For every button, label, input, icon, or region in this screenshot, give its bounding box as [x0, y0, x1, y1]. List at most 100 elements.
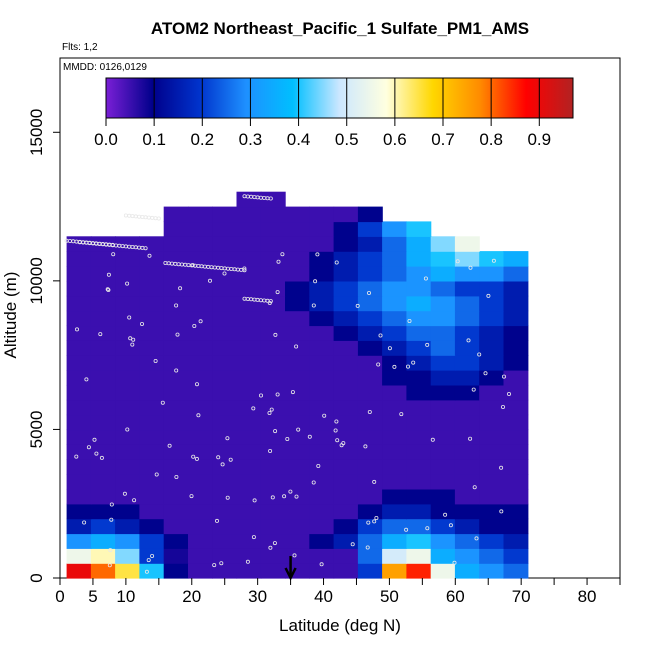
- heatmap-cell: [188, 236, 213, 252]
- heatmap-cell: [479, 399, 505, 416]
- heatmap-cell: [406, 295, 432, 312]
- heatmap-cell: [115, 414, 140, 431]
- heatmap-cell: [382, 459, 407, 475]
- heatmap-cell: [454, 251, 480, 267]
- heatmap-cell: [406, 310, 432, 327]
- heatmap-cell: [188, 355, 213, 371]
- heatmap-cells: [66, 191, 529, 579]
- heatmap-cell: [236, 533, 262, 549]
- heatmap-cell: [66, 429, 92, 445]
- heatmap-cell: [406, 444, 432, 460]
- sample-point: [150, 554, 155, 559]
- heatmap-cell: [357, 340, 383, 356]
- heatmap-cell: [236, 414, 262, 431]
- heatmap-cell: [333, 310, 359, 327]
- heatmap-cell: [382, 325, 407, 341]
- heatmap-cell: [503, 503, 529, 520]
- heatmap-cell: [115, 563, 140, 579]
- heatmap-cell: [479, 459, 505, 475]
- heatmap-cell: [406, 251, 432, 267]
- heatmap-cell: [309, 266, 335, 282]
- heatmap-cell: [503, 325, 529, 341]
- heatmap-cell: [139, 340, 165, 356]
- heatmap-cell: [333, 325, 359, 341]
- heatmap-cell: [357, 295, 383, 312]
- heatmap-cell: [503, 459, 529, 475]
- y-axis-label: Altitude (m): [1, 272, 20, 359]
- heatmap-cell: [357, 459, 383, 475]
- heatmap-cell: [333, 503, 359, 520]
- sample-point: [92, 437, 97, 442]
- heatmap-cell: [406, 370, 432, 386]
- heatmap-cell: [285, 295, 310, 312]
- sample-point: [448, 523, 453, 528]
- heatmap-cell: [430, 399, 456, 416]
- heatmap-cell: [430, 340, 456, 356]
- heatmap-cell: [66, 503, 92, 520]
- heatmap-cell: [309, 325, 335, 341]
- heatmap-cell: [90, 548, 116, 564]
- heatmap-cell: [163, 399, 189, 416]
- sample-point: [214, 518, 219, 523]
- heatmap-cell: [430, 251, 456, 267]
- heatmap-cell: [139, 503, 165, 520]
- heatmap-cell: [503, 266, 529, 282]
- heatmap-cell: [285, 325, 310, 341]
- heatmap-cell: [454, 295, 480, 312]
- sample-point: [268, 448, 273, 453]
- heatmap-cell: [333, 221, 359, 237]
- heatmap-cell: [188, 503, 213, 520]
- heatmap-cell: [212, 548, 238, 564]
- heatmap-cell: [212, 280, 238, 297]
- heatmap-cell: [309, 548, 335, 564]
- heatmap-cell: [139, 295, 165, 312]
- sample-point: [194, 456, 199, 461]
- heatmap-cell: [236, 340, 262, 356]
- heatmap-cell: [236, 280, 262, 297]
- heatmap-cell: [163, 503, 189, 520]
- heatmap-cell: [285, 414, 310, 431]
- heatmap-cell: [454, 414, 480, 431]
- heatmap-cell: [430, 266, 456, 282]
- x-tick-label: 80: [578, 587, 597, 606]
- sample-point: [292, 553, 297, 558]
- heatmap-cell: [503, 340, 529, 356]
- heatmap-cell: [163, 518, 189, 535]
- sample-point: [228, 457, 233, 462]
- heatmap-cell: [139, 533, 165, 549]
- heatmap-cell: [309, 295, 335, 312]
- heatmap-cell: [309, 429, 335, 445]
- heatmap-cell: [406, 503, 432, 520]
- heatmap-cell: [479, 370, 505, 386]
- heatmap-cell: [357, 384, 383, 401]
- heatmap-cell: [333, 251, 359, 267]
- heatmap-cell: [90, 325, 116, 341]
- heatmap-cell: [382, 355, 407, 371]
- heatmap-cell: [382, 429, 407, 445]
- heatmap-cell: [357, 563, 383, 579]
- heatmap-cell: [285, 399, 310, 416]
- heatmap-cell: [357, 206, 383, 223]
- y-tick-label: 15000: [27, 109, 46, 156]
- sample-point: [127, 315, 132, 320]
- heatmap-cell: [454, 518, 480, 535]
- heatmap-cell: [115, 355, 140, 371]
- sample-point: [225, 495, 230, 500]
- heatmap-cell: [333, 488, 359, 505]
- sample-point: [471, 387, 476, 392]
- sample-point: [192, 323, 197, 328]
- heatmap-cell: [260, 206, 286, 223]
- heatmap-cell: [309, 444, 335, 460]
- sample-point: [477, 352, 482, 357]
- heatmap-cell: [503, 474, 529, 490]
- heatmap-cell: [163, 444, 189, 460]
- heatmap-cell: [66, 548, 92, 564]
- heatmap-cell: [139, 429, 165, 445]
- heatmap-cell: [503, 548, 529, 564]
- heatmap-cell: [333, 444, 359, 460]
- heatmap-cell: [479, 518, 505, 535]
- heatmap-cell: [260, 384, 286, 401]
- sample-point: [219, 561, 224, 566]
- heatmap-cell: [479, 503, 505, 520]
- heatmap-cell: [309, 503, 335, 520]
